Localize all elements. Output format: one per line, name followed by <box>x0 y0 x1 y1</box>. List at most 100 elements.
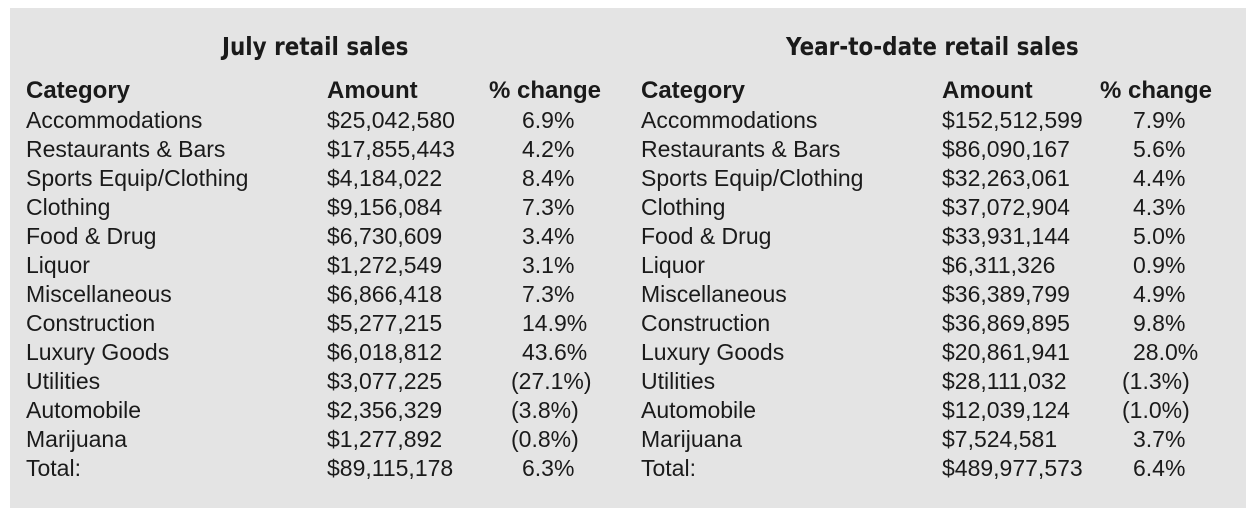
category-cell: Total: <box>26 455 81 481</box>
table-row: Liquor $1,272,549 3.1% <box>26 251 609 280</box>
amount-cell: $25,042,580 <box>327 107 455 133</box>
ytd-table: Category Amount % change Accommodations $… <box>641 76 1220 483</box>
category-cell: Liquor <box>641 252 705 278</box>
table-row: Clothing $37,072,904 4.3% <box>641 193 1220 222</box>
category-cell: Accommodations <box>641 107 818 133</box>
pct-change-cell: (0.8%) <box>511 426 579 452</box>
amount-header: Amount <box>942 77 1033 104</box>
category-cell: Luxury Goods <box>26 339 170 365</box>
pct-change-cell: 6.3% <box>522 455 575 481</box>
pct-change-cell: (3.8%) <box>511 397 579 423</box>
table-row: Restaurants & Bars $86,090,167 5.6% <box>641 135 1220 164</box>
category-cell: Sports Equip/Clothing <box>641 165 864 191</box>
category-header: Category <box>641 77 746 104</box>
category-cell: Food & Drug <box>641 223 772 249</box>
amount-cell: $6,311,326 <box>942 252 1056 278</box>
amount-cell: $17,855,443 <box>327 136 455 162</box>
amount-cell: $6,866,418 <box>327 281 443 307</box>
pct-change-cell: 6.4% <box>1133 455 1186 481</box>
category-header: Category <box>26 77 131 104</box>
amount-cell: $489,977,573 <box>942 455 1083 481</box>
july-title: July retail sales <box>222 32 409 61</box>
table-row: Total: $89,115,178 6.3% <box>26 454 609 483</box>
category-cell: Utilities <box>641 368 716 394</box>
amount-cell: $1,272,549 <box>327 252 443 278</box>
pct-change-cell: 4.4% <box>1133 165 1186 191</box>
category-cell: Luxury Goods <box>641 339 785 365</box>
category-cell: Restaurants & Bars <box>641 136 841 162</box>
category-cell: Liquor <box>26 252 90 278</box>
table-row: Construction $5,277,215 14.9% <box>26 309 609 338</box>
table-row: Marijuana $1,277,892 (0.8%) <box>26 425 609 454</box>
category-cell: Marijuana <box>26 426 127 452</box>
amount-cell: $12,039,124 <box>942 397 1070 423</box>
amount-cell: $9,156,084 <box>327 194 443 220</box>
pct-change-cell: 43.6% <box>522 339 588 365</box>
table-row: Luxury Goods $6,018,812 43.6% <box>26 338 609 367</box>
pct-change-cell: 3.7% <box>1133 426 1186 452</box>
pct-change-cell: 4.2% <box>522 136 575 162</box>
table-row: Restaurants & Bars $17,855,443 4.2% <box>26 135 609 164</box>
category-cell: Marijuana <box>641 426 742 452</box>
pct-change-cell: (27.1%) <box>511 368 592 394</box>
pct-change-cell: (1.0%) <box>1122 397 1190 423</box>
pct-change-header: % change <box>489 77 602 104</box>
amount-cell: $152,512,599 <box>942 107 1083 133</box>
pct-change-cell: 14.9% <box>522 310 588 336</box>
table-row: Marijuana $7,524,581 3.7% <box>641 425 1220 454</box>
table-row: Accommodations $25,042,580 6.9% <box>26 106 609 135</box>
category-cell: Construction <box>641 310 771 336</box>
amount-cell: $37,072,904 <box>942 194 1070 220</box>
table-row: Miscellaneous $36,389,799 4.9% <box>641 280 1220 309</box>
table-row: Clothing $9,156,084 7.3% <box>26 193 609 222</box>
pct-change-cell: 3.4% <box>522 223 575 249</box>
table-row: Automobile $2,356,329 (3.8%) <box>26 396 609 425</box>
table-row: Luxury Goods $20,861,941 28.0% <box>641 338 1220 367</box>
category-cell: Total: <box>641 455 696 481</box>
category-cell: Clothing <box>641 194 726 220</box>
amount-cell: $89,115,178 <box>327 455 454 481</box>
category-cell: Automobile <box>641 397 757 423</box>
table-row: Total: $489,977,573 6.4% <box>641 454 1220 483</box>
amount-cell: $5,277,215 <box>327 310 443 336</box>
amount-cell: $28,111,032 <box>942 368 1067 394</box>
pct-change-cell: 3.1% <box>522 252 575 278</box>
table-row: Sports Equip/Clothing $32,263,061 4.4% <box>641 164 1220 193</box>
july-table: Category Amount % change Accommodations $… <box>26 76 609 483</box>
amount-cell: $20,861,941 <box>942 339 1070 365</box>
table-row: Utilities $3,077,225 (27.1%) <box>26 367 609 396</box>
pct-change-cell: 4.9% <box>1133 281 1186 307</box>
pct-change-header: % change <box>1100 77 1213 104</box>
pct-change-cell: 6.9% <box>522 107 575 133</box>
pct-change-cell: 4.3% <box>1133 194 1186 220</box>
pct-change-cell: 28.0% <box>1133 339 1199 365</box>
category-cell: Miscellaneous <box>26 281 172 307</box>
amount-cell: $3,077,225 <box>327 368 443 394</box>
table-row: Miscellaneous $6,866,418 7.3% <box>26 280 609 309</box>
amount-cell: $7,524,581 <box>942 426 1058 452</box>
amount-cell: $4,184,022 <box>327 165 443 191</box>
amount-cell: $1,277,892 <box>327 426 443 452</box>
amount-cell: $32,263,061 <box>942 165 1070 191</box>
sales-panel <box>10 8 1246 508</box>
category-cell: Sports Equip/Clothing <box>26 165 249 191</box>
pct-change-cell: 0.9% <box>1133 252 1186 278</box>
amount-cell: $2,356,329 <box>327 397 443 423</box>
pct-change-cell: 8.4% <box>522 165 575 191</box>
table-row: Food & Drug $33,931,144 5.0% <box>641 222 1220 251</box>
amount-cell: $6,730,609 <box>327 223 443 249</box>
amount-cell: $33,931,144 <box>942 223 1070 249</box>
amount-header: Amount <box>327 77 418 104</box>
pct-change-cell: 7.3% <box>522 281 575 307</box>
amount-cell: $36,869,895 <box>942 310 1070 336</box>
pct-change-cell: 9.8% <box>1133 310 1186 336</box>
table-row: Liquor $6,311,326 0.9% <box>641 251 1220 280</box>
amount-cell: $36,389,799 <box>942 281 1070 307</box>
category-cell: Clothing <box>26 194 111 220</box>
pct-change-cell: (1.3%) <box>1122 368 1190 394</box>
category-cell: Utilities <box>26 368 101 394</box>
table-row: Food & Drug $6,730,609 3.4% <box>26 222 609 251</box>
table-row: Sports Equip/Clothing $4,184,022 8.4% <box>26 164 609 193</box>
category-cell: Accommodations <box>26 107 203 133</box>
amount-cell: $86,090,167 <box>942 136 1070 162</box>
